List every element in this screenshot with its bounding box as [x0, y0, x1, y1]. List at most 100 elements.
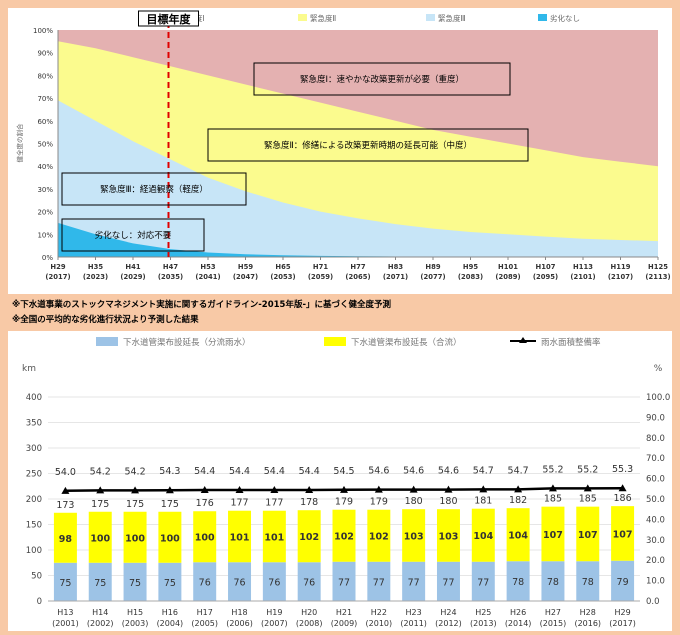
y-tick-label: 10%: [37, 231, 53, 239]
bar-combined: [297, 510, 321, 563]
bar-value-label: 104: [508, 531, 528, 542]
bar-value-label: 107: [543, 530, 563, 541]
bar-total-label: 182: [509, 495, 527, 506]
x-tick-label: H119: [611, 263, 631, 271]
x-tick-sublabel: (2077): [420, 273, 445, 281]
x-tick-sublabel: (2004): [157, 619, 184, 628]
rate-value-label: 54.2: [90, 466, 111, 477]
legend-marker: [519, 337, 527, 343]
rate-value-label: 54.6: [403, 466, 424, 477]
bar-separate-storm: [297, 562, 321, 601]
annotation-text: 緊急度Ⅲ：経過観察（軽度）: [100, 184, 208, 195]
x-tick-sublabel: (2017): [609, 619, 636, 628]
rate-marker: [548, 484, 557, 492]
bar-combined: [436, 509, 460, 562]
rate-marker: [131, 486, 140, 494]
bar-value-label: 78: [512, 577, 524, 588]
x-tick-sublabel: (2029): [120, 273, 145, 281]
x-tick-label: H17: [197, 608, 213, 617]
x-tick-label: H24: [440, 608, 456, 617]
rate-value-label: 54.2: [124, 466, 145, 477]
bar-value-label: 76: [199, 578, 211, 589]
bar-combined: [576, 506, 600, 562]
y-right-tick-label: 20.0: [646, 556, 665, 566]
bar-value-label: 77: [408, 577, 420, 588]
health-forecast-svg: 緊急度Ⅰ緊急度Ⅱ緊急度Ⅲ劣化なし0%10%20%30%40%50%60%70%8…: [15, 10, 671, 281]
bar-value-label: 107: [578, 530, 598, 541]
y-left-tick-label: 50: [31, 572, 42, 582]
rate-value-label: 54.4: [229, 466, 250, 477]
target-year-box: [138, 10, 199, 27]
bar-total-label: 178: [300, 497, 318, 508]
bar-separate-storm: [228, 562, 252, 601]
area-no-degradation: [58, 222, 658, 257]
area-urgency-3: [58, 100, 658, 258]
bar-value-label: 76: [233, 578, 245, 589]
rate-marker: [340, 485, 348, 493]
legend-label: 劣化なし: [550, 13, 580, 23]
bar-separate-storm: [88, 562, 112, 601]
bar-separate-storm: [541, 561, 565, 601]
bar-combined: [262, 510, 286, 563]
rate-value-label: 54.6: [368, 466, 389, 477]
bar-combined: [158, 511, 182, 563]
y-right-tick-label: 100.0: [646, 393, 670, 403]
bar-value-label: 78: [582, 577, 594, 588]
bar-separate-storm: [53, 562, 77, 601]
y-right-tick-label: 30.0: [646, 536, 665, 546]
bar-total-label: 175: [161, 499, 179, 510]
y-left-tick-label: 100: [26, 546, 42, 556]
bar-total-label: 173: [56, 500, 74, 511]
y-tick-label: 50%: [37, 141, 53, 149]
x-tick-label: H53: [200, 263, 215, 271]
x-tick-label: H28: [580, 608, 596, 617]
bar-value-label: 77: [477, 577, 489, 588]
rate-marker: [235, 486, 244, 494]
x-tick-label: H20: [301, 608, 317, 617]
bar-value-label: 107: [613, 529, 633, 540]
bar-separate-storm: [367, 561, 391, 601]
rate-marker: [618, 484, 627, 492]
y-tick-label: 30%: [37, 186, 53, 194]
x-tick-label: H29: [50, 263, 65, 271]
bar-total-label: 175: [126, 499, 144, 510]
target-year-label: 目標年度: [147, 12, 192, 26]
bar-value-label: 103: [439, 531, 459, 542]
bar-separate-storm: [576, 561, 600, 601]
y-left-tick-label: 400: [26, 393, 42, 403]
bar-value-label: 77: [442, 577, 454, 588]
x-tick-label: H13: [57, 608, 73, 617]
x-tick-sublabel: (2007): [261, 619, 288, 628]
legend-label: 緊急度Ⅱ: [310, 13, 336, 23]
x-tick-label: H59: [238, 263, 253, 271]
bar-total-label: 176: [196, 498, 214, 509]
bar-separate-storm: [193, 562, 217, 601]
x-tick-label: H16: [162, 608, 178, 617]
x-tick-sublabel: (2059): [308, 273, 333, 281]
bar-total-label: 185: [579, 494, 597, 505]
y-right-tick-label: 50.0: [646, 495, 665, 505]
x-tick-label: H101: [498, 263, 518, 271]
bar-value-label: 75: [59, 578, 71, 589]
bar-combined: [506, 508, 530, 562]
x-tick-label: H26: [510, 608, 526, 617]
x-tick-sublabel: (2011): [400, 619, 427, 628]
rate-marker: [200, 486, 209, 494]
bar-separate-storm: [611, 560, 635, 601]
rate-value-label: 54.4: [299, 466, 320, 477]
x-tick-sublabel: (2071): [383, 273, 408, 281]
bar-separate-storm: [402, 561, 426, 601]
y-right-tick-label: 80.0: [646, 434, 665, 444]
x-tick-label: H23: [406, 608, 422, 617]
x-tick-label: H71: [313, 263, 328, 271]
bar-total-label: 177: [265, 498, 283, 509]
bar-total-label: 186: [614, 493, 632, 504]
x-tick-label: H14: [92, 608, 108, 617]
bar-value-label: 76: [268, 578, 280, 589]
rate-value-label: 55.3: [612, 464, 633, 475]
rate-marker: [409, 485, 418, 493]
sewer-length-chart: 下水道管渠布設延長（分流雨水） 下水道管渠布設延長（合流） 雨水面積整備率 km% 0 5…: [8, 331, 672, 631]
rate-marker: [96, 486, 105, 494]
bar-separate-storm: [262, 562, 286, 601]
bar-value-label: 100: [195, 533, 215, 544]
